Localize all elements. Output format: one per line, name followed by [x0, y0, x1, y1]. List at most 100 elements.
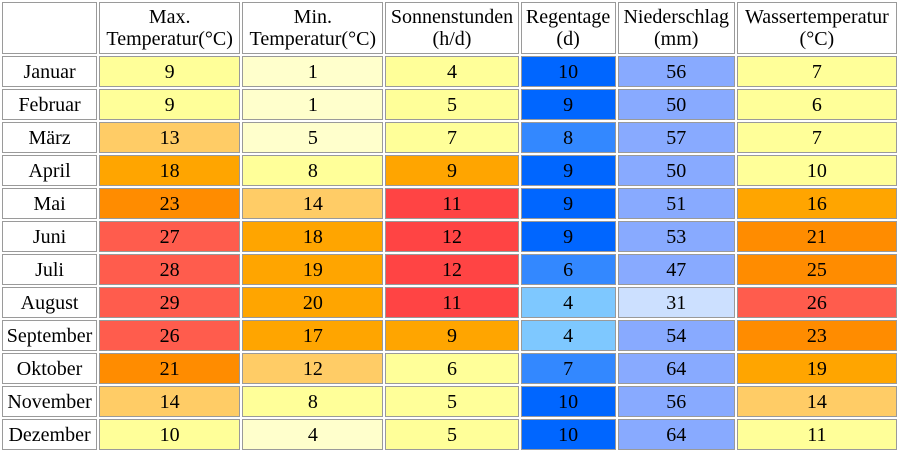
- min-temp-cell: 5: [242, 122, 384, 153]
- max-temp-cell: 14: [99, 386, 241, 417]
- rain-days-cell: 10: [520, 386, 616, 417]
- precipitation-cell: 54: [617, 320, 735, 351]
- precipitation-cell: 53: [617, 221, 735, 252]
- header-sunshine-hours: Sonnenstunden (h/d): [385, 2, 519, 54]
- precipitation-cell: 51: [617, 188, 735, 219]
- max-temp-cell: 10: [99, 419, 241, 450]
- sunshine-cell: 5: [385, 419, 519, 450]
- sunshine-cell: 12: [385, 221, 519, 252]
- max-temp-cell: 9: [99, 89, 241, 120]
- water-temp-cell: 14: [736, 386, 897, 417]
- water-temp-cell: 25: [736, 254, 897, 285]
- sunshine-cell: 5: [385, 386, 519, 417]
- header-row: Max. Temperatur(°C) Min. Temperatur(°C) …: [2, 2, 897, 54]
- water-temp-cell: 10: [736, 155, 897, 186]
- header-min-temperature: Min. Temperatur(°C): [242, 2, 384, 54]
- precipitation-cell: 50: [617, 89, 735, 120]
- table-row: Oktober 21 12 6 7 64 19: [2, 353, 897, 384]
- header-label: Max.: [148, 6, 191, 28]
- rain-days-cell: 9: [520, 221, 616, 252]
- sunshine-cell: 12: [385, 254, 519, 285]
- min-temp-cell: 19: [242, 254, 384, 285]
- sunshine-cell: 6: [385, 353, 519, 384]
- sunshine-cell: 5: [385, 89, 519, 120]
- rain-days-cell: 10: [520, 419, 616, 450]
- month-label: April: [2, 155, 98, 186]
- water-temp-cell: 23: [736, 320, 897, 351]
- header-rain-days: Regentage (d): [520, 2, 616, 54]
- month-label: März: [2, 122, 98, 153]
- precipitation-cell: 64: [617, 419, 735, 450]
- max-temp-cell: 28: [99, 254, 241, 285]
- month-label: Februar: [2, 89, 98, 120]
- min-temp-cell: 8: [242, 155, 384, 186]
- month-label: Juni: [2, 221, 98, 252]
- precipitation-cell: 64: [617, 353, 735, 384]
- precipitation-cell: 56: [617, 386, 735, 417]
- header-unit: (°C): [799, 28, 835, 50]
- min-temp-cell: 8: [242, 386, 384, 417]
- header-water-temperature: Wassertemperatur (°C): [736, 2, 897, 54]
- header-label: Wassertemperatur: [744, 6, 889, 28]
- max-temp-cell: 23: [99, 188, 241, 219]
- month-label: Januar: [2, 56, 98, 87]
- header-max-temperature: Max. Temperatur(°C): [99, 2, 241, 54]
- sunshine-cell: 4: [385, 56, 519, 87]
- water-temp-cell: 7: [736, 122, 897, 153]
- precipitation-cell: 31: [617, 287, 735, 318]
- water-temp-cell: 16: [736, 188, 897, 219]
- rain-days-cell: 4: [520, 287, 616, 318]
- max-temp-cell: 26: [99, 320, 241, 351]
- rain-days-cell: 9: [520, 188, 616, 219]
- table-row: Januar 9 1 4 10 56 7: [2, 56, 897, 87]
- rain-days-cell: 7: [520, 353, 616, 384]
- table-row: Dezember 10 4 5 10 64 11: [2, 419, 897, 450]
- min-temp-cell: 4: [242, 419, 384, 450]
- header-corner: [2, 2, 98, 54]
- water-temp-cell: 21: [736, 221, 897, 252]
- header-label: Sonnenstunden: [390, 6, 514, 28]
- rain-days-cell: 4: [520, 320, 616, 351]
- rain-days-cell: 6: [520, 254, 616, 285]
- max-temp-cell: 27: [99, 221, 241, 252]
- header-unit: (mm): [653, 28, 699, 50]
- max-temp-cell: 29: [99, 287, 241, 318]
- rain-days-cell: 10: [520, 56, 616, 87]
- sunshine-cell: 9: [385, 320, 519, 351]
- table-row: November 14 8 5 10 56 14: [2, 386, 897, 417]
- table-row: Februar 9 1 5 9 50 6: [2, 89, 897, 120]
- table-row: März 13 5 7 8 57 7: [2, 122, 897, 153]
- month-label: August: [2, 287, 98, 318]
- table-row: August 29 20 11 4 31 26: [2, 287, 897, 318]
- water-temp-cell: 6: [736, 89, 897, 120]
- header-unit: (d): [556, 28, 580, 50]
- month-label: Mai: [2, 188, 98, 219]
- table-row: Mai 23 14 11 9 51 16: [2, 188, 897, 219]
- rain-days-cell: 9: [520, 155, 616, 186]
- water-temp-cell: 19: [736, 353, 897, 384]
- min-temp-cell: 1: [242, 89, 384, 120]
- month-label: November: [2, 386, 98, 417]
- rain-days-cell: 8: [520, 122, 616, 153]
- min-temp-cell: 17: [242, 320, 384, 351]
- table-row: September 26 17 9 4 54 23: [2, 320, 897, 351]
- precipitation-cell: 50: [617, 155, 735, 186]
- month-label: September: [2, 320, 98, 351]
- max-temp-cell: 9: [99, 56, 241, 87]
- min-temp-cell: 1: [242, 56, 384, 87]
- water-temp-cell: 7: [736, 56, 897, 87]
- header-label: Min.: [293, 6, 332, 28]
- water-temp-cell: 11: [736, 419, 897, 450]
- table-row: Juli 28 19 12 6 47 25: [2, 254, 897, 285]
- header-label: Regentage: [525, 6, 611, 28]
- header-unit: (h/d): [432, 28, 472, 50]
- min-temp-cell: 18: [242, 221, 384, 252]
- header-precipitation: Niederschlag (mm): [617, 2, 735, 54]
- min-temp-cell: 20: [242, 287, 384, 318]
- max-temp-cell: 21: [99, 353, 241, 384]
- rain-days-cell: 9: [520, 89, 616, 120]
- month-label: Juli: [2, 254, 98, 285]
- month-label: Dezember: [2, 419, 98, 450]
- precipitation-cell: 56: [617, 56, 735, 87]
